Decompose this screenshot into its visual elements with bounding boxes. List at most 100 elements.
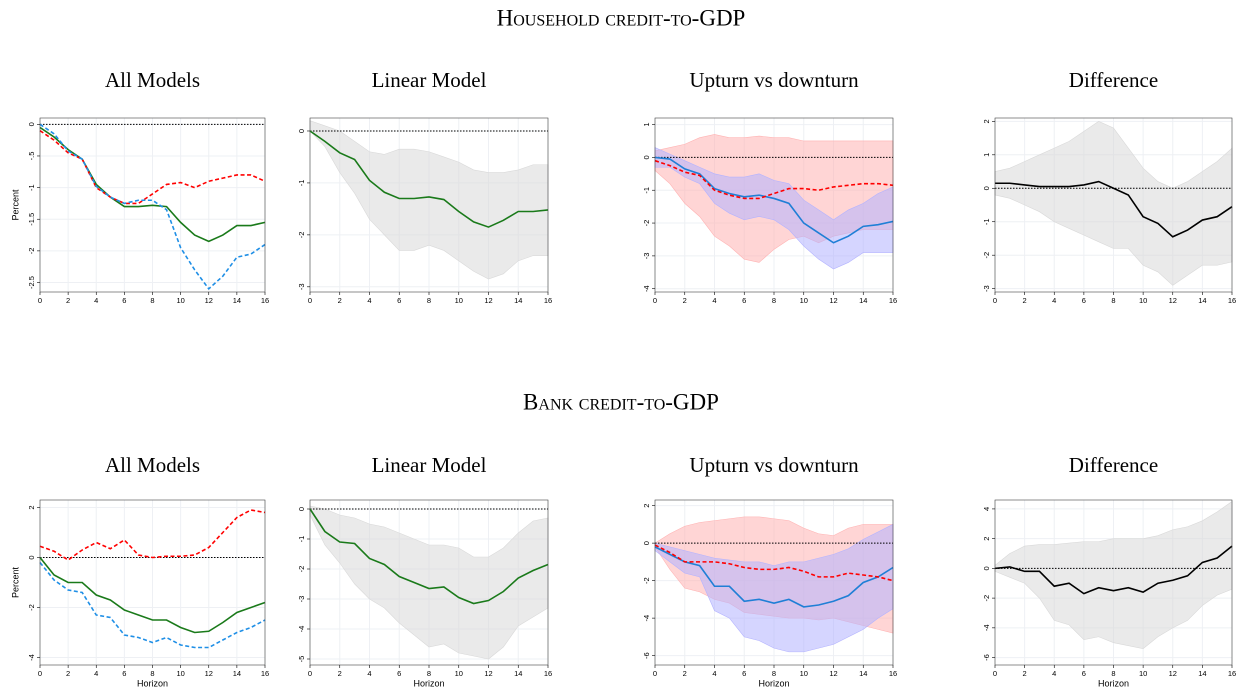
series-line: [654, 544, 894, 582]
x-tick-label: 2: [338, 669, 342, 678]
y-tick-label: -2: [642, 577, 651, 584]
x-tick-label: 8: [772, 296, 776, 305]
series-line: [39, 129, 266, 205]
y-tick-label: -4: [642, 615, 651, 622]
series-line: [39, 123, 266, 291]
x-tick-label: 2: [1023, 296, 1027, 305]
x-tick-label: 6: [397, 669, 401, 678]
y-tick-label: -3: [642, 253, 651, 260]
x-axis-label: Horizon: [413, 678, 444, 688]
panel-title: All Models: [105, 453, 200, 477]
x-tick-label: 2: [683, 669, 687, 678]
x-tick-label: 4: [94, 669, 98, 678]
y-tick-label: 0: [642, 541, 651, 545]
y-tick-label: 0: [27, 555, 36, 559]
x-axis-label: Horizon: [137, 678, 168, 688]
x-tick-label: 6: [122, 296, 126, 305]
x-tick-label: 0: [993, 296, 997, 305]
x-tick-label: 6: [742, 669, 746, 678]
panel-title: Linear Model: [372, 453, 487, 477]
y-tick-label: -1: [297, 180, 306, 187]
x-tick-label: 4: [712, 296, 716, 305]
y-tick-label: -2: [642, 220, 651, 227]
x-tick-label: 14: [1198, 296, 1206, 305]
y-tick-label: 0: [297, 129, 306, 133]
x-tick-label: 16: [261, 296, 269, 305]
y-tick-label: -6: [642, 652, 651, 659]
x-tick-label: 16: [544, 669, 552, 678]
x-tick-label: 10: [800, 296, 808, 305]
x-tick-label: 10: [455, 669, 463, 678]
x-tick-label: 16: [1228, 296, 1236, 305]
x-tick-label: 8: [427, 296, 431, 305]
y-tick-label: -3: [982, 285, 991, 292]
series-line: [654, 159, 894, 200]
panel-title: All Models: [105, 68, 200, 92]
y-axis-label: Percent: [10, 189, 20, 221]
y-tick-label: -1: [27, 184, 36, 191]
series-line: [994, 545, 1233, 595]
x-tick-label: 0: [308, 296, 312, 305]
x-tick-label: 14: [1198, 669, 1206, 678]
series-line: [39, 126, 266, 243]
series-line: [39, 509, 266, 561]
series-line: [309, 508, 549, 605]
series-line: [309, 130, 549, 228]
y-tick-label: -6: [982, 654, 991, 661]
y-tick-label: 2: [27, 505, 36, 509]
x-tick-label: 16: [1228, 669, 1236, 678]
y-tick-label: -2: [297, 566, 306, 573]
x-tick-label: 12: [205, 296, 213, 305]
x-tick-label: 4: [367, 296, 371, 305]
x-tick-label: 16: [889, 296, 897, 305]
x-tick-label: 2: [66, 669, 70, 678]
x-tick-label: 4: [712, 669, 716, 678]
x-tick-label: 0: [653, 669, 657, 678]
x-tick-label: 12: [484, 296, 492, 305]
x-tick-label: 14: [859, 296, 867, 305]
x-tick-label: 0: [993, 669, 997, 678]
y-tick-label: -1.5: [27, 213, 36, 226]
section-heading: Bank credit-to-GDP: [523, 389, 719, 414]
y-tick-label: 0: [297, 507, 306, 511]
y-tick-label: 2: [982, 537, 991, 541]
panel-title: Upturn vs downturn: [689, 68, 859, 92]
series-line: [39, 556, 266, 634]
y-tick-label: -1: [297, 536, 306, 543]
x-axis-label: Horizon: [1098, 678, 1129, 688]
y-tick-label: 4: [982, 507, 991, 511]
x-tick-label: 12: [205, 669, 213, 678]
series-line: [654, 156, 894, 244]
x-tick-label: 4: [94, 296, 98, 305]
x-tick-label: 6: [122, 669, 126, 678]
x-tick-label: 8: [150, 669, 154, 678]
panel-title: Difference: [1069, 453, 1158, 477]
x-tick-label: 14: [514, 669, 522, 678]
section-heading: Household credit-to-GDP: [497, 5, 746, 30]
x-tick-label: 2: [338, 296, 342, 305]
y-tick-label: 1: [982, 153, 991, 157]
x-tick-label: 10: [1139, 296, 1147, 305]
y-tick-label: -2: [27, 248, 36, 255]
x-tick-label: 4: [1052, 296, 1056, 305]
y-tick-label: -3: [297, 596, 306, 603]
x-tick-label: 16: [261, 669, 269, 678]
x-axis-label: Horizon: [758, 678, 789, 688]
y-tick-label: -2.5: [27, 276, 36, 289]
x-tick-label: 6: [742, 296, 746, 305]
x-tick-label: 16: [544, 296, 552, 305]
y-axis-label: Percent: [10, 566, 20, 598]
panel-title: Upturn vs downturn: [689, 453, 859, 477]
x-tick-label: 10: [176, 669, 184, 678]
y-tick-label: -3: [297, 283, 306, 290]
x-tick-label: 14: [233, 296, 241, 305]
y-tick-label: -4: [297, 626, 306, 633]
series-line: [654, 546, 894, 608]
x-tick-label: 14: [514, 296, 522, 305]
y-tick-label: -2: [982, 595, 991, 602]
x-tick-label: 4: [1052, 669, 1056, 678]
y-tick-label: -.5: [27, 152, 36, 161]
x-tick-label: 6: [397, 296, 401, 305]
y-tick-label: 1: [642, 122, 651, 126]
